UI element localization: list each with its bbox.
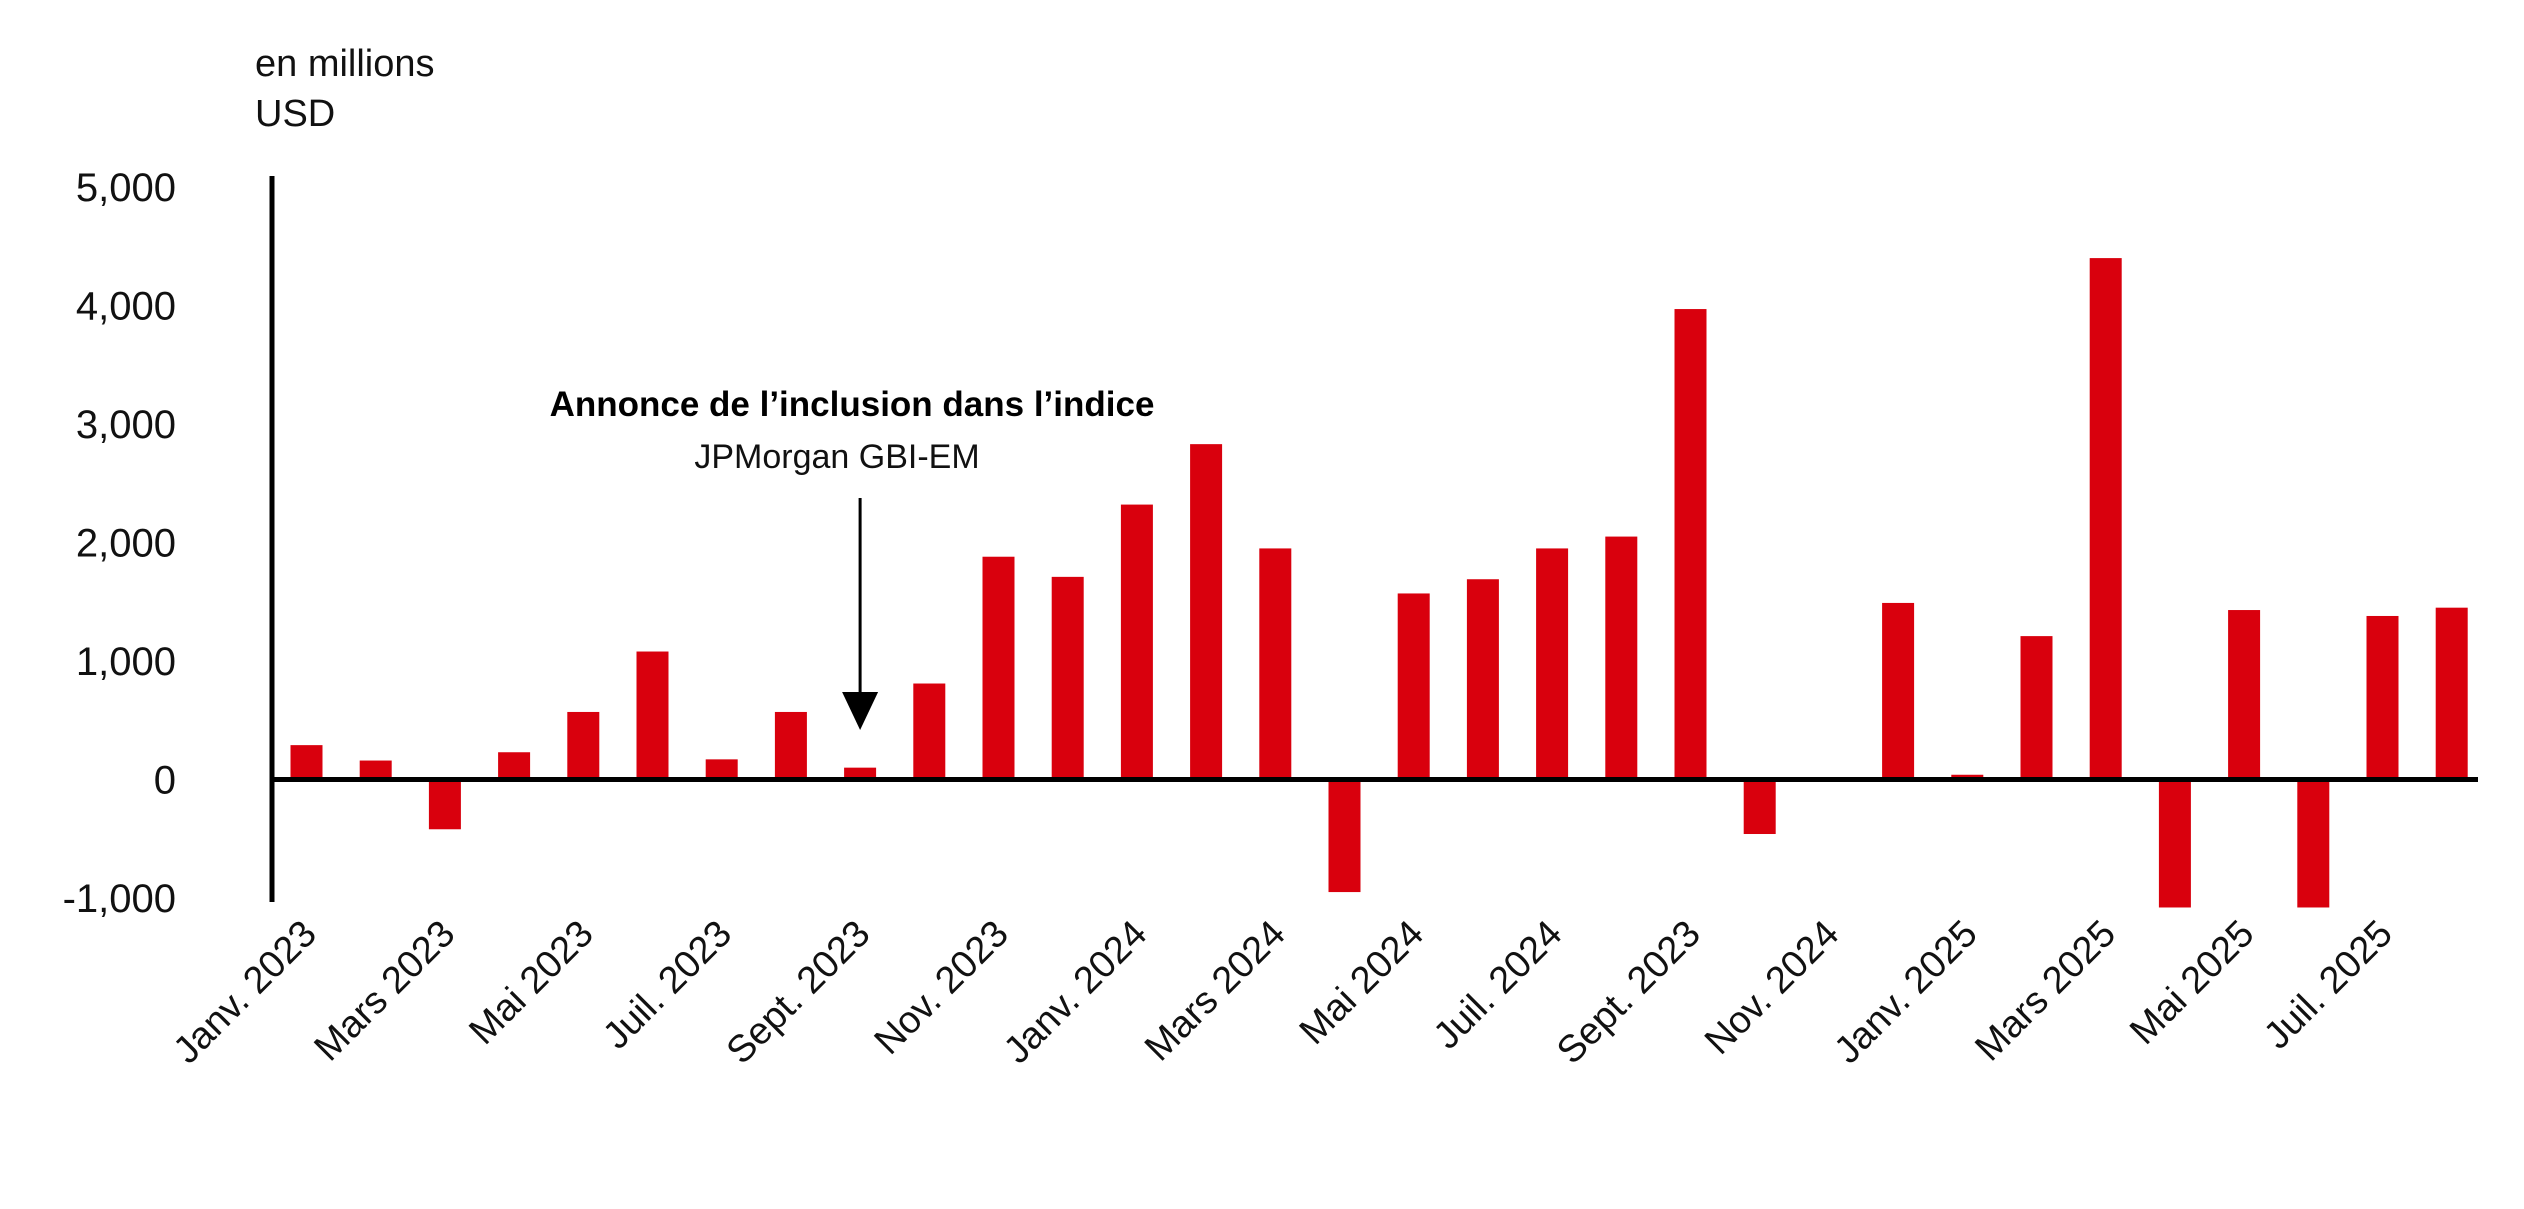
x-tick-label: Nov. 2024 bbox=[1697, 913, 1847, 1063]
y-tick-label: 0 bbox=[154, 759, 176, 803]
annotation-subtitle: JPMorgan GBI-EM bbox=[694, 438, 979, 476]
bar bbox=[359, 760, 392, 780]
bar bbox=[1466, 579, 1499, 780]
annotation-title: Annonce de l’inclusion dans l’indice bbox=[550, 385, 1155, 424]
bar bbox=[290, 745, 323, 780]
bar bbox=[2435, 607, 2468, 780]
bar bbox=[2089, 258, 2122, 780]
bar bbox=[982, 556, 1015, 780]
bar bbox=[1674, 309, 1707, 780]
y-axis-ticks: 5,000 4,000 3,000 2,000 1,000 0 -1,000 bbox=[63, 166, 176, 921]
bar bbox=[913, 683, 946, 780]
unit-label-line2: USD bbox=[255, 93, 335, 135]
x-tick-label: Mars 2023 bbox=[307, 913, 464, 1070]
bar bbox=[1536, 548, 1569, 780]
bar bbox=[1259, 548, 1292, 780]
bar bbox=[1190, 444, 1223, 780]
x-tick-label: Mai 2025 bbox=[2122, 913, 2262, 1053]
x-tick-label: Nov. 2023 bbox=[867, 913, 1017, 1063]
bar bbox=[2020, 636, 2053, 780]
bar bbox=[1882, 602, 1915, 780]
y-tick-label: -1,000 bbox=[63, 877, 176, 921]
bar bbox=[498, 752, 531, 780]
annotation-arrow-head bbox=[842, 692, 879, 730]
y-tick-label: 1,000 bbox=[76, 640, 176, 684]
bar bbox=[1605, 536, 1638, 780]
y-tick-label: 4,000 bbox=[76, 285, 176, 329]
inclusion-annotation: Annonce de l’inclusion dans l’indice JPM… bbox=[550, 385, 1155, 730]
bar bbox=[2297, 779, 2330, 908]
x-tick-label: Mars 2025 bbox=[1967, 913, 2124, 1070]
bar bbox=[2158, 779, 2191, 908]
bar bbox=[1328, 779, 1361, 893]
bar bbox=[428, 779, 461, 830]
y-tick-label: 3,000 bbox=[76, 403, 176, 447]
y-tick-label: 5,000 bbox=[76, 166, 176, 210]
bar bbox=[1743, 779, 1776, 835]
bar bbox=[844, 767, 877, 780]
bar bbox=[774, 711, 807, 780]
bar bbox=[1051, 576, 1084, 780]
bar bbox=[1397, 593, 1430, 780]
bar bbox=[705, 759, 738, 780]
x-tick-label: Mars 2024 bbox=[1137, 913, 1294, 1070]
x-tick-label: Sept. 2023 bbox=[719, 913, 879, 1073]
bar bbox=[1120, 504, 1153, 780]
bar bbox=[2366, 615, 2399, 780]
x-tick-label: Janv. 2025 bbox=[1826, 913, 1985, 1072]
x-tick-label: Mai 2024 bbox=[1292, 913, 1432, 1053]
bar bbox=[636, 651, 669, 780]
x-tick-label: Janv. 2023 bbox=[166, 913, 325, 1072]
bar bbox=[567, 711, 600, 780]
y-tick-label: 2,000 bbox=[76, 522, 176, 566]
x-tick-label: Janv. 2024 bbox=[996, 913, 1155, 1072]
x-tick-label: Sept. 2023 bbox=[1549, 913, 1709, 1073]
x-tick-label: Mai 2023 bbox=[461, 913, 601, 1053]
x-tick-label: Juil. 2024 bbox=[1426, 913, 1571, 1058]
x-tick-label: Juil. 2023 bbox=[595, 913, 740, 1058]
bars-group bbox=[290, 258, 2468, 908]
x-tick-label: Juil. 2025 bbox=[2256, 913, 2401, 1058]
unit-label-line1: en millions bbox=[255, 43, 435, 85]
bar bbox=[2228, 610, 2261, 780]
